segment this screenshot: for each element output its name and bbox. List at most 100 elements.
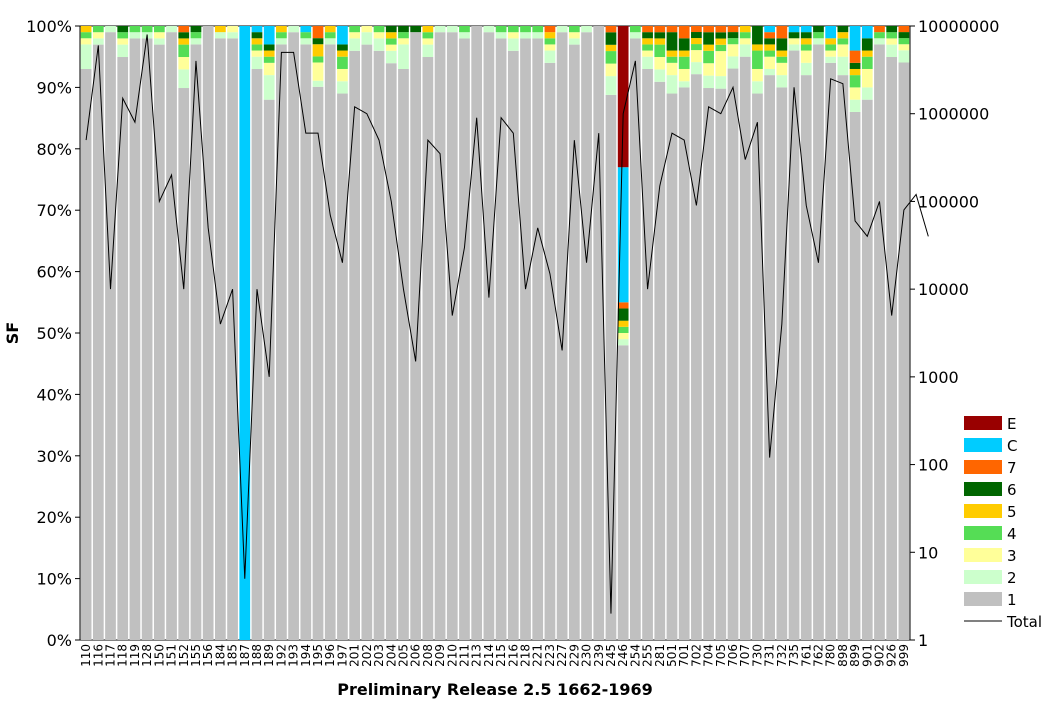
bar-segment-707-2 (739, 44, 751, 57)
bar-segment-999-2 (898, 50, 910, 63)
bar-segment-117-1 (105, 32, 116, 640)
bar-segment-705-2 (715, 76, 727, 89)
bar-segment-731-2 (764, 68, 775, 76)
bar-segment-194-2 (300, 38, 312, 45)
bar-segment-150-2 (153, 38, 165, 45)
bar-segment-732-7 (776, 26, 788, 39)
bar-segment-209-2 (434, 26, 446, 33)
legend-label-E: E (1007, 415, 1016, 433)
bar-segment-246-3 (617, 333, 629, 340)
bar-segment-152-3 (178, 57, 190, 70)
y-tick-label: 0% (47, 631, 72, 650)
bar-segment-227-2 (556, 26, 568, 33)
x-tick-label: 185 (226, 644, 240, 667)
bar-segment-152-1 (178, 88, 190, 640)
legend-swatch-E (964, 416, 1002, 430)
legend-swatch-4 (964, 526, 1002, 540)
bar-segment-705-4 (715, 44, 727, 52)
bar-segment-194-4 (300, 32, 312, 39)
legend-label-total: Total (1006, 613, 1042, 631)
bar-segment-501-7 (666, 26, 678, 33)
bar-segment-230-1 (581, 32, 592, 640)
x-tick-label: 192 (274, 644, 288, 667)
bar-segment-204-1 (385, 63, 397, 640)
bar-segment-246-2 (617, 339, 629, 346)
bar-segment-706-2 (727, 56, 739, 69)
bar-segment-901-C (861, 26, 873, 39)
x-tick-label: 246 (616, 644, 630, 667)
x-tick-label: 118 (116, 644, 130, 667)
bar-segment-119-4 (129, 26, 141, 33)
y-axis-right: 1 10 100 1000 10000 100000 1000000 10000000 (910, 17, 999, 650)
bar-segment-118-3 (117, 38, 129, 45)
bar-segment-205-1 (398, 68, 409, 641)
bar-segment-150-4 (153, 26, 165, 33)
x-tick-label: 501 (665, 644, 679, 667)
bar-segment-245-5 (605, 44, 617, 52)
x-tick-label: 156 (201, 644, 215, 667)
bar-segment-197-1 (337, 93, 348, 641)
bar-segment-229-4 (568, 26, 580, 33)
bar-segment-702-2 (691, 62, 702, 75)
legend: EC 7 6 5 4 3 2 1 Total (964, 415, 1042, 631)
x-tick-label: 195 (311, 644, 325, 667)
legend-swatch-C (964, 438, 1002, 452)
bar-segment-999-7 (898, 26, 910, 33)
bar-segment-223-3 (544, 44, 556, 51)
bar-segment-215-4 (495, 26, 507, 33)
x-tick-label: 701 (677, 644, 691, 667)
x-tick-label: 196 (323, 644, 337, 667)
bar-segment-128-1 (141, 38, 153, 640)
x-tick-label: 209 (433, 644, 447, 667)
bar-segment-150-3 (153, 32, 165, 39)
x-tick-label: 926 (885, 644, 899, 667)
bar-segment-898-1 (837, 75, 849, 641)
legend-label-1: 1 (1007, 591, 1017, 609)
bar-segment-206-1 (410, 32, 422, 640)
bar-segment-211-1 (459, 38, 470, 640)
bar-segment-184-5 (215, 26, 226, 33)
x-tick-label: 229 (567, 644, 581, 667)
bar-segment-254-4 (630, 26, 641, 33)
bar-segment-901-1 (861, 99, 873, 641)
x-tick-label: 110 (79, 644, 93, 667)
bar-segment-901-5 (861, 50, 873, 57)
x-tick-label: 707 (738, 644, 752, 667)
bar-segment-902-1 (874, 44, 885, 641)
bar-segment-208-4 (422, 32, 434, 39)
bar-segment-705-6 (715, 32, 727, 39)
bar-segment-999-1 (898, 62, 910, 641)
bar-segment-899-3 (849, 87, 861, 100)
legend-label-C: C (1007, 437, 1017, 455)
x-tick-label: 128 (140, 644, 154, 667)
bars-group (80, 26, 910, 641)
bar-segment-203-1 (373, 50, 385, 641)
bar-segment-216-3 (507, 32, 519, 39)
y-axis-left: 0% 10% 20% 30% 40% 50% 60% 70% 80% 90% 100% (26, 17, 80, 650)
bar-segment-245-3 (605, 63, 617, 77)
bar-segment-899-5 (849, 68, 861, 76)
bar-segment-761-2 (800, 62, 812, 76)
bar-segment-216-4 (507, 26, 519, 33)
bar-segment-187-C (239, 26, 251, 640)
bar-segment-732-1 (776, 87, 788, 640)
bar-segment-205-3 (398, 38, 409, 45)
bar-segment-202-3 (361, 26, 373, 33)
bar-segment-185-3 (227, 26, 238, 33)
bar-segment-192-5 (276, 26, 287, 33)
y-tick-label: 10% (36, 570, 72, 589)
bar-segment-898-6 (837, 26, 849, 33)
bar-segment-762-1 (813, 44, 824, 641)
bar-segment-501-5 (666, 50, 678, 57)
x-tick-label: 702 (689, 644, 703, 667)
bar-segment-128-4 (141, 26, 153, 33)
bar-segment-255-1 (642, 68, 653, 641)
x-tick-label: 187 (238, 644, 252, 667)
x-tick-label: 899 (848, 644, 862, 667)
bar-segment-118-6 (117, 26, 129, 33)
x-tick-label: 902 (872, 644, 886, 667)
bar-segment-732-2 (776, 75, 788, 88)
bar-segment-218-4 (520, 26, 531, 33)
bar-segment-926-2 (886, 44, 898, 58)
